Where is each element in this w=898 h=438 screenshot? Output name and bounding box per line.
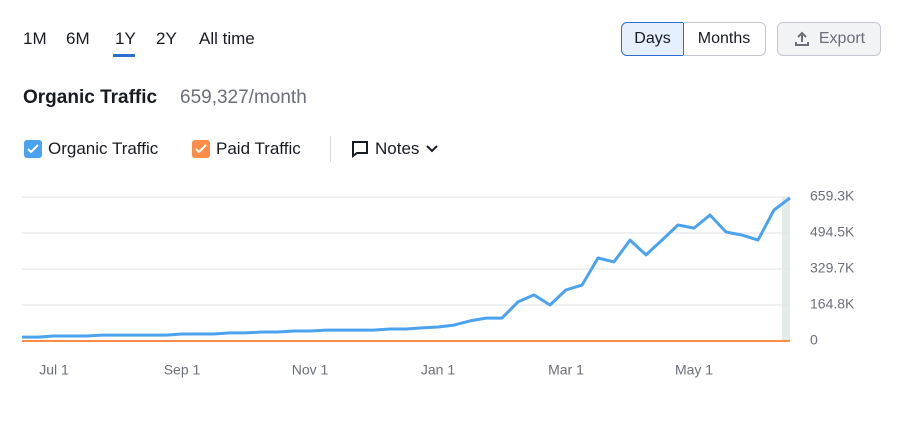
y-tick-label: 494.5K — [810, 224, 855, 240]
header-value: 659,327/month — [180, 87, 307, 108]
export-icon — [794, 31, 809, 46]
notes-label: Notes — [375, 139, 420, 158]
export-button[interactable]: Export — [777, 22, 881, 56]
chart: 0 164.8K 329.7K 494.5K 659.3K Jul 1 Sep 1 Nov 1… — [22, 188, 855, 378]
range-tab[interactable]: All time — [199, 29, 255, 48]
notes-icon — [352, 141, 368, 158]
separator — [330, 136, 331, 162]
x-tick-label: Nov 1 — [292, 362, 329, 378]
legend-checkbox[interactable] — [24, 140, 42, 158]
export-label: Export — [818, 30, 866, 47]
legend-checkbox[interactable] — [192, 140, 210, 158]
range-tab[interactable]: 2Y — [156, 29, 177, 48]
notes-button[interactable]: Notes — [351, 139, 439, 159]
range-tab[interactable]: 6M — [66, 29, 90, 48]
days-button[interactable]: Days — [621, 22, 684, 56]
check — [195, 144, 207, 154]
y-tick-label: 164.8K — [810, 296, 855, 312]
y-tick-label: 329.7K — [810, 260, 855, 276]
months-button[interactable]: Months — [683, 22, 766, 56]
range-tab[interactable]: 1M — [23, 29, 47, 48]
header-title: Organic Traffic — [23, 87, 158, 108]
x-tick-label: Sep 1 — [164, 362, 201, 378]
tab-underline — [113, 54, 135, 57]
y-tick-label: 0 — [810, 332, 818, 348]
legend-label: Organic Traffic — [48, 139, 159, 158]
y-tick-label: 659.3K — [810, 188, 855, 204]
x-tick-label: May 1 — [675, 362, 713, 378]
series-line — [22, 196, 791, 339]
legend-label: Paid Traffic — [216, 139, 301, 158]
range-tab[interactable]: 1Y — [115, 29, 136, 48]
x-tick-label: Jul 1 — [39, 362, 69, 378]
x-tick-label: Mar 1 — [548, 362, 584, 378]
chevron — [426, 145, 439, 153]
x-tick-label: Jan 1 — [421, 362, 455, 378]
check — [27, 144, 39, 154]
